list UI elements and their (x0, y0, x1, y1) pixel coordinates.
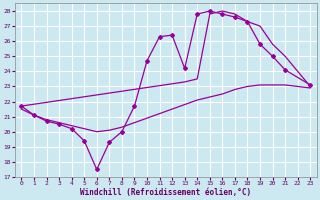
X-axis label: Windchill (Refroidissement éolien,°C): Windchill (Refroidissement éolien,°C) (80, 188, 252, 197)
